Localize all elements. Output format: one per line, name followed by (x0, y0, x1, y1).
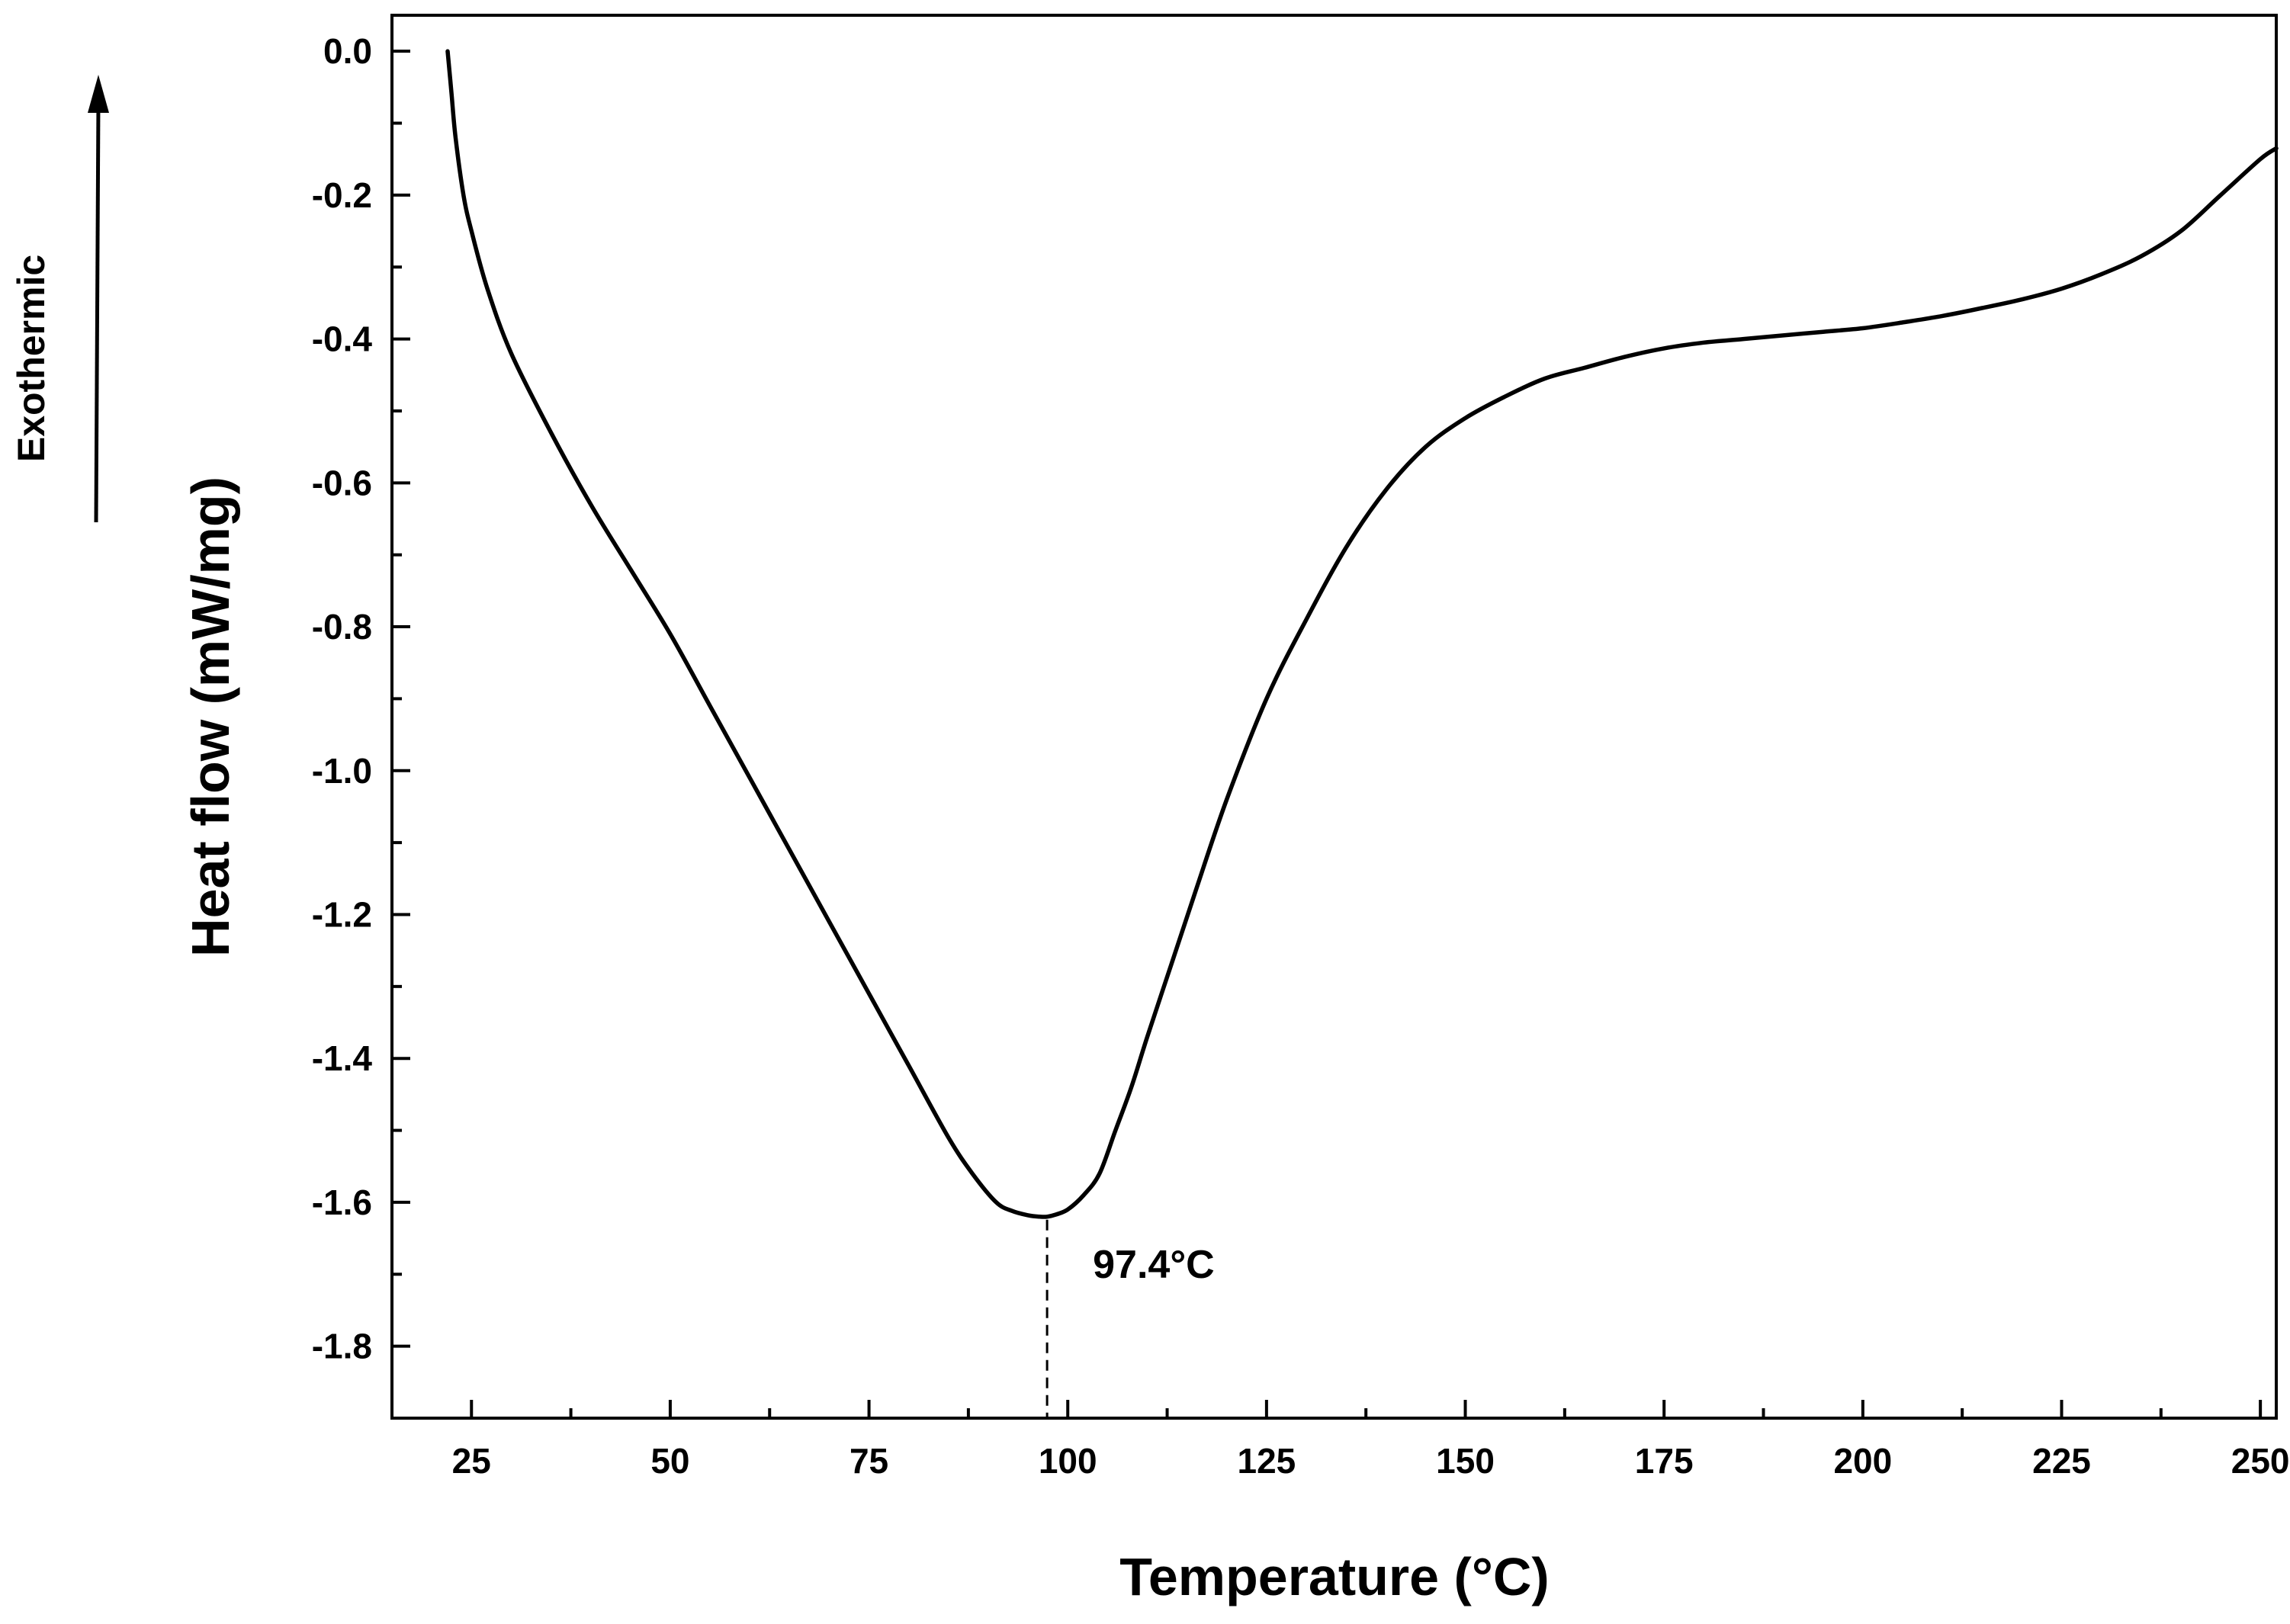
x-tick-label: 25 (452, 1441, 491, 1481)
x-tick-label: 225 (2032, 1441, 2091, 1481)
x-tick-label: 75 (850, 1441, 888, 1481)
y-tick-label: -0.8 (312, 607, 372, 647)
y-tick-label: -1.4 (312, 1038, 373, 1078)
x-tick-label: 250 (2231, 1441, 2290, 1481)
y-axis-title: Heat flow (mW/mg) (181, 477, 240, 957)
exothermic-label: Exothermic (10, 255, 53, 462)
y-tick-label: -0.2 (312, 175, 372, 215)
y-tick-label: -1.8 (312, 1327, 372, 1366)
y-tick-label: -1.6 (312, 1183, 372, 1222)
plot-frame (390, 14, 2278, 1420)
x-axis-ticks: 25 50 75 100 125 150 175 200 225 250 (452, 1400, 2290, 1481)
y-tick-label: -1.0 (312, 751, 372, 791)
y-tick-label: -0.4 (312, 319, 373, 359)
x-tick-label: 200 (1833, 1441, 1892, 1481)
dsc-curve (445, 49, 2279, 1219)
exothermic-indicator: Exothermic (10, 75, 109, 523)
exothermic-arrow-shaft (94, 102, 101, 523)
x-axis-title: Temperature (°C) (1119, 1547, 1549, 1606)
x-tick-label: 100 (1039, 1441, 1097, 1481)
x-tick-label: 175 (1635, 1441, 1694, 1481)
x-tick-label: 50 (650, 1441, 689, 1481)
x-tick-label: 125 (1238, 1441, 1296, 1481)
y-tick-label: 0.0 (323, 31, 372, 71)
series-layer (445, 49, 2279, 1219)
y-tick-label: -1.2 (312, 894, 372, 934)
x-tick-label: 150 (1436, 1441, 1495, 1481)
peak-label: 97.4°C (1093, 1243, 1215, 1287)
exothermic-arrow-head (88, 75, 109, 113)
y-axis-ticks: 0.0 -0.2 -0.4 -0.6 -0.8 -1.0 -1.2 -1.4 -1.6 -1.8 (312, 31, 410, 1366)
y-tick-label: -0.6 (312, 463, 372, 502)
annotation-layer: 97.4°C (1045, 1219, 1215, 1418)
